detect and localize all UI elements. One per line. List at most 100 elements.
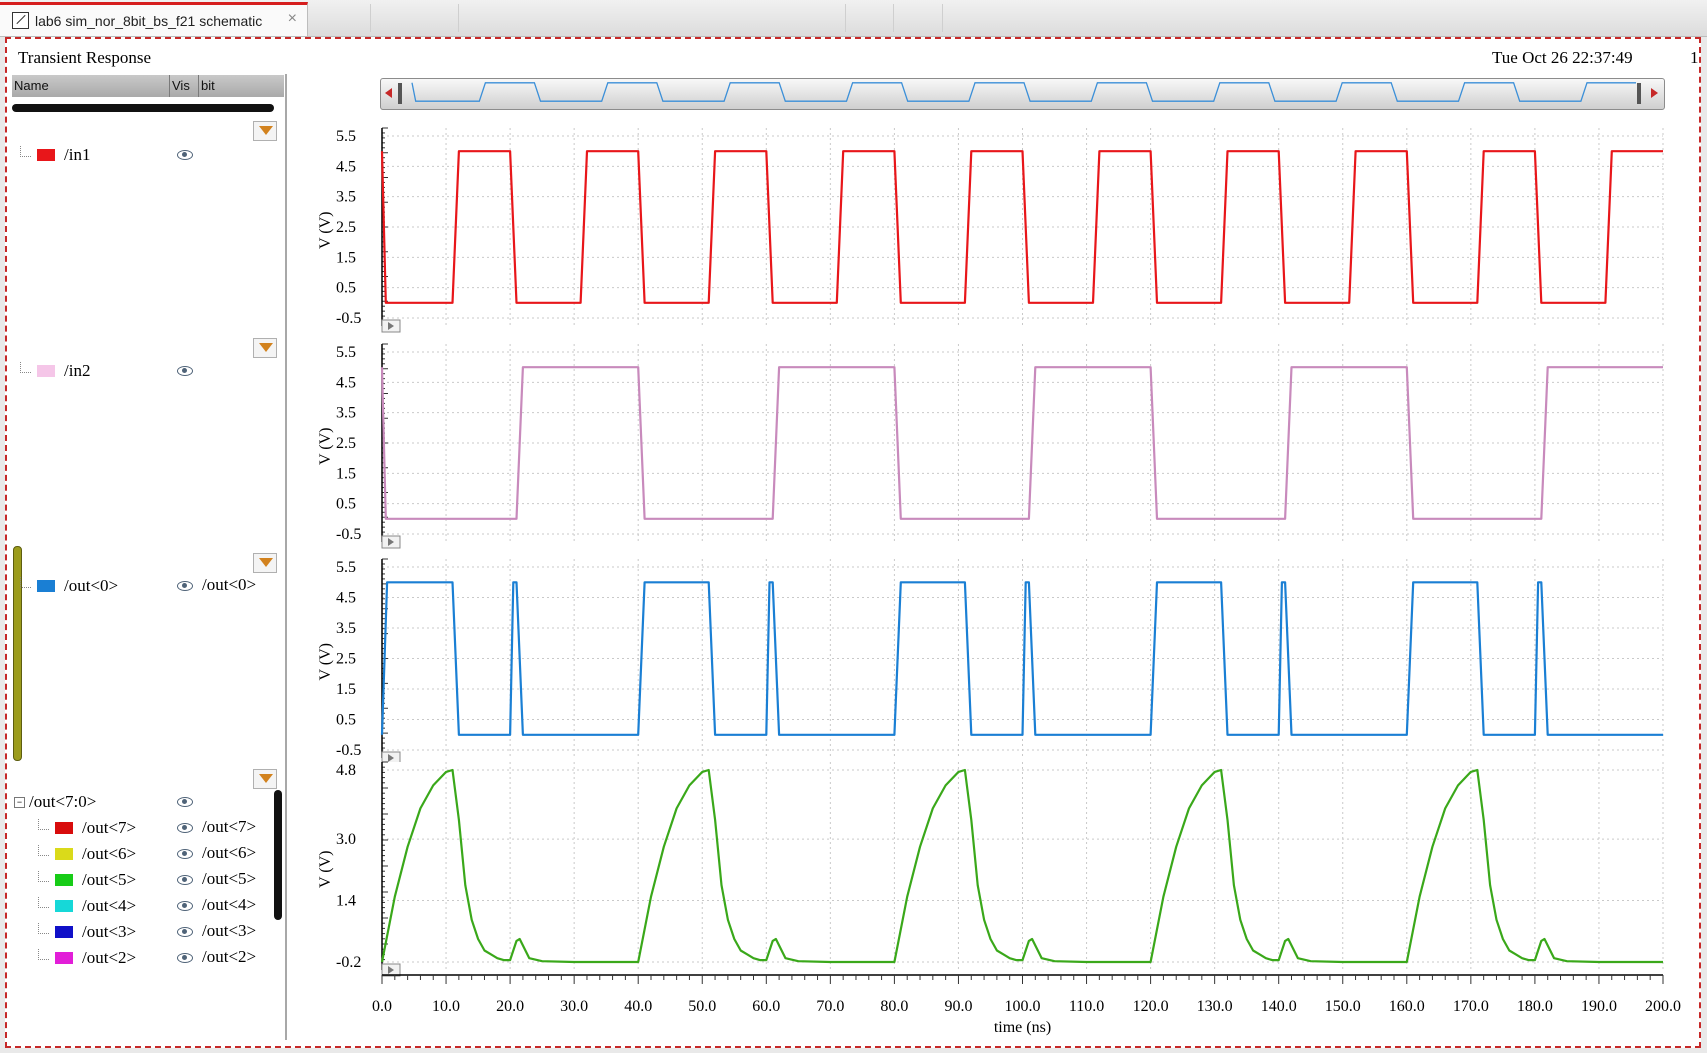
y-tick-label: 1.5 [336,681,356,698]
eye-icon[interactable] [177,823,193,833]
bus-member-row[interactable]: /out<7> [38,817,136,839]
filter-icon[interactable] [253,553,277,573]
bus-row[interactable]: − /out<7:0> [14,791,96,813]
plot-area [382,762,1663,970]
eye-icon[interactable] [177,581,193,591]
play-icon [388,754,394,762]
signal-name: /out<5> [82,870,137,889]
eye-icon[interactable] [177,150,193,160]
signal-table-header: Name Vis bit [12,75,284,97]
y-tick-label: 4.5 [336,374,356,391]
play-icon [388,538,394,546]
bus-member-row[interactable]: /out<2> [38,947,136,969]
y-tick-label: 1.4 [336,893,356,910]
y-tick-label: -0.5 [336,310,361,327]
series-line-out70 [380,768,1663,964]
x-tick-label: 90.0 [944,998,972,1015]
x-tick-label: 150.0 [1325,998,1361,1015]
overview-trace [411,82,1636,102]
signal-row[interactable]: /in2 [20,360,90,382]
filter-icon[interactable] [253,338,277,358]
y-axis-label: V (V) [317,643,334,680]
x-tick-label: 40.0 [624,998,652,1015]
signal-name: /out<6> [82,844,137,863]
timestamp: Tue Oct 26 22:37:49 [1492,48,1633,67]
bus-member-row[interactable]: /out<4> [38,895,136,917]
y-tick-label: 2.5 [336,435,356,452]
x-tick-label: 110.0 [1069,998,1104,1015]
bus-member-row[interactable]: /out<6> [38,843,136,865]
series-line-in1 [380,150,1663,304]
y-tick-label: 1.5 [336,465,356,482]
scroll-left-icon [385,88,392,98]
play-icon [388,322,394,330]
eye-icon[interactable] [177,927,193,937]
series-line-out0 [380,581,1663,736]
signal-name: /in2 [64,361,91,380]
play-icon [388,966,394,974]
bus-member-row[interactable]: /out<5> [38,869,136,891]
signal-row[interactable]: /in1 [20,144,90,166]
signal-name: /out<0> [64,576,119,595]
x-tick-label: 100.0 [1005,998,1041,1015]
signal-name: /out<4> [82,896,137,915]
bus-name: /out<7:0> [29,792,97,811]
x-tick-label: 140.0 [1261,998,1297,1015]
column-name[interactable]: Name [12,75,170,97]
y-axis-label: V (V) [317,428,334,465]
y-tick-label: -0.5 [336,526,361,543]
signal-row[interactable]: /out<0> [20,575,118,597]
y-tick-label: -0.2 [336,954,361,971]
y-tick-label: 5.5 [336,559,356,576]
color-swatch [37,365,55,377]
x-tick-label: 120.0 [1133,998,1169,1015]
y-tick-label: 3.5 [336,189,356,206]
eye-icon[interactable] [177,953,193,963]
scroll-right-icon [1651,88,1658,98]
page-title: Transient Response [18,48,152,67]
color-swatch [37,149,55,161]
y-axis-label: V (V) [317,851,334,888]
y-tick-label: 2.5 [336,651,356,668]
y-tick-label: 3.5 [336,620,356,637]
x-tick-label: 190.0 [1581,998,1617,1015]
column-vis[interactable]: Vis [170,75,199,97]
x-tick-label: 30.0 [560,998,588,1015]
eye-icon[interactable] [177,797,193,807]
collapse-icon[interactable]: − [14,796,25,808]
close-icon[interactable]: × [287,10,297,27]
column-bit[interactable]: bit [201,78,215,93]
bit-label: /out<0> [202,575,257,594]
y-tick-label: 1.5 [336,249,356,266]
x-tick-label: 70.0 [816,998,844,1015]
bit-label: /out<6> [202,843,257,862]
x-axis-label: time (ns) [994,1019,1051,1036]
eye-icon[interactable] [177,366,193,376]
x-tick-label: 200.0 [1645,998,1681,1015]
schematic-doc-icon [12,12,29,29]
eye-icon[interactable] [177,875,193,885]
selection-bar[interactable] [13,546,22,761]
horizontal-scrollbar[interactable] [12,104,274,112]
bus-member-row[interactable]: /out<3> [38,921,136,943]
y-tick-label: -0.5 [336,742,361,759]
signal-panel [8,74,287,1040]
y-tick-label: 4.8 [336,762,356,779]
tab-bar: lab6 sim_nor_8bit_bs_f21 schematic × [0,0,1707,37]
y-tick-label: 2.5 [336,219,356,236]
x-tick-label: 10.0 [432,998,460,1015]
filter-icon[interactable] [253,769,277,789]
tab-schematic[interactable]: lab6 sim_nor_8bit_bs_f21 schematic × [0,2,308,36]
eye-icon[interactable] [177,849,193,859]
color-swatch [37,580,55,592]
eye-icon[interactable] [177,901,193,911]
filter-icon[interactable] [253,121,277,141]
bit-label: /out<5> [202,869,257,888]
overview-handle-right [1637,83,1641,104]
color-swatch [55,926,73,938]
bit-label: /out<3> [202,921,257,940]
x-tick-label: 50.0 [688,998,716,1015]
color-swatch [55,874,73,886]
vertical-scrollbar[interactable] [274,790,282,920]
